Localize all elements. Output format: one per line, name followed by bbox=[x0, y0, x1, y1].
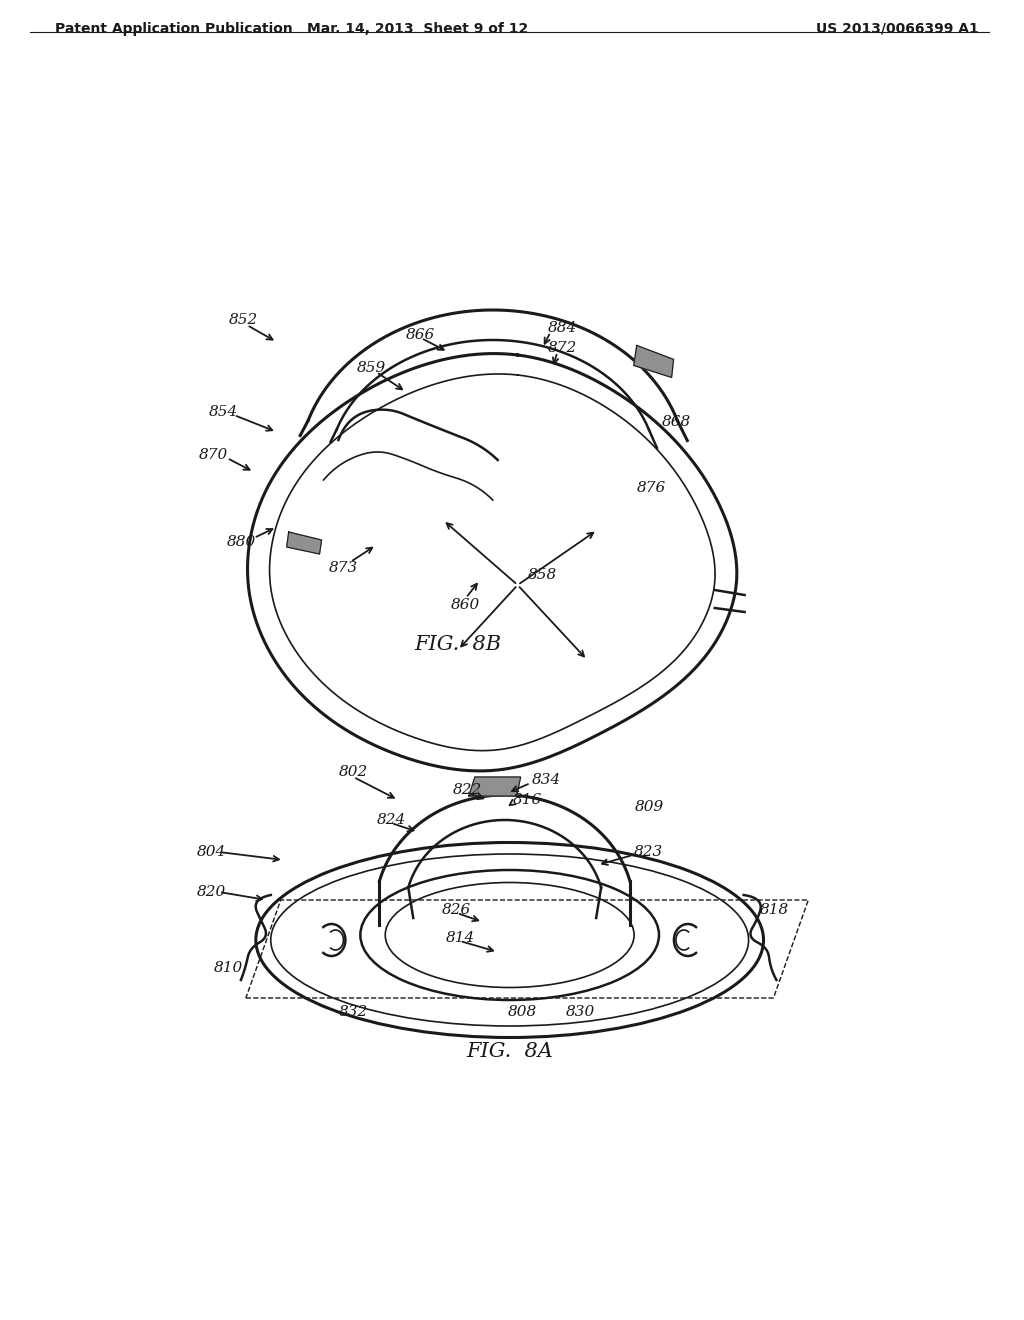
Text: 873: 873 bbox=[329, 561, 357, 576]
Text: 854: 854 bbox=[209, 405, 239, 418]
Text: 884: 884 bbox=[548, 321, 577, 335]
Text: FIG.  8B: FIG. 8B bbox=[415, 635, 502, 653]
Text: 816: 816 bbox=[513, 793, 542, 807]
Polygon shape bbox=[469, 777, 520, 796]
Text: 859: 859 bbox=[356, 360, 386, 375]
Text: 809: 809 bbox=[635, 800, 665, 814]
Text: Mar. 14, 2013  Sheet 9 of 12: Mar. 14, 2013 Sheet 9 of 12 bbox=[307, 22, 528, 36]
Text: Patent Application Publication: Patent Application Publication bbox=[54, 22, 293, 36]
Text: 880: 880 bbox=[227, 535, 256, 549]
Text: 814: 814 bbox=[446, 931, 475, 945]
Text: 818: 818 bbox=[760, 903, 788, 917]
Text: 858: 858 bbox=[527, 568, 557, 582]
Text: 876: 876 bbox=[637, 480, 667, 495]
Text: US 2013/0066399 A1: US 2013/0066399 A1 bbox=[816, 22, 979, 36]
Text: 832: 832 bbox=[339, 1005, 368, 1019]
Text: 820: 820 bbox=[197, 884, 226, 899]
Text: 822: 822 bbox=[453, 783, 482, 797]
Text: FIG.  8A: FIG. 8A bbox=[466, 1041, 553, 1061]
Text: 852: 852 bbox=[229, 313, 258, 327]
Text: 824: 824 bbox=[376, 813, 406, 828]
Text: 870: 870 bbox=[199, 447, 228, 462]
Polygon shape bbox=[287, 532, 322, 554]
Text: 826: 826 bbox=[442, 903, 471, 917]
Text: 866: 866 bbox=[407, 327, 435, 342]
Text: 860: 860 bbox=[451, 598, 480, 612]
Polygon shape bbox=[634, 346, 674, 378]
Text: 872: 872 bbox=[548, 341, 577, 355]
Text: 868: 868 bbox=[662, 414, 691, 429]
Text: 810: 810 bbox=[214, 961, 244, 975]
Text: 802: 802 bbox=[339, 766, 368, 779]
Text: 808: 808 bbox=[508, 1005, 537, 1019]
Text: 830: 830 bbox=[565, 1005, 595, 1019]
Text: 823: 823 bbox=[634, 845, 664, 859]
Text: 804: 804 bbox=[197, 845, 226, 859]
Text: 834: 834 bbox=[531, 774, 561, 787]
